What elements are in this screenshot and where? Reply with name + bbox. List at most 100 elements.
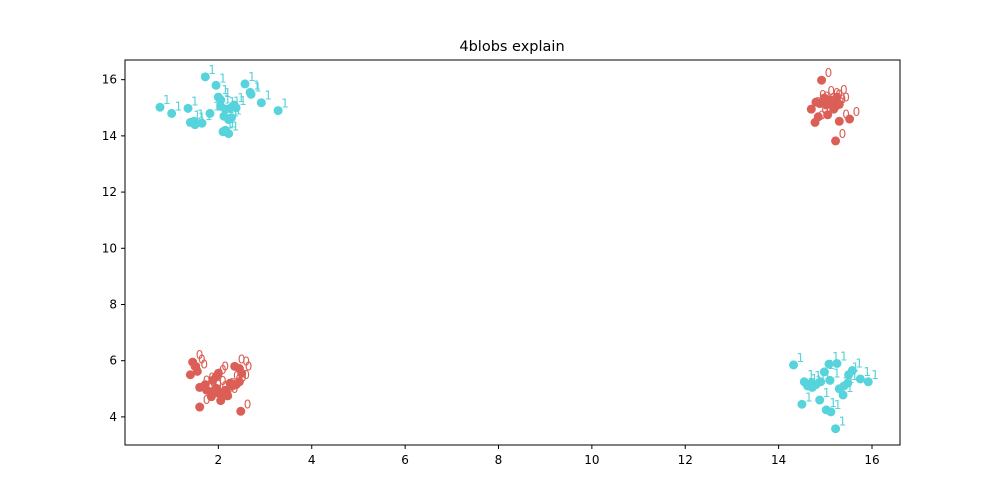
data-point-label: 0 — [219, 374, 227, 388]
data-point — [273, 106, 283, 116]
data-point — [817, 75, 827, 85]
data-point-label: 0 — [839, 92, 847, 106]
data-point-label: 1 — [224, 92, 232, 106]
data-point-label: 1 — [839, 415, 847, 429]
data-point-label: 1 — [840, 350, 848, 364]
data-point-label: 1 — [227, 102, 235, 116]
data-point — [834, 116, 844, 126]
data-point-label: 0 — [842, 90, 850, 104]
data-point-label: 1 — [239, 94, 247, 108]
y-tick-label: 4 — [109, 410, 117, 424]
data-point-label: 0 — [221, 359, 229, 373]
data-point — [220, 104, 230, 114]
data-point — [237, 368, 247, 378]
data-point — [843, 378, 853, 388]
data-point-label: 1 — [193, 108, 201, 122]
data-point — [831, 136, 841, 146]
data-point — [190, 120, 200, 130]
data-point-label: 1 — [264, 89, 272, 103]
data-point — [185, 370, 195, 380]
data-point-label: 1 — [232, 106, 240, 120]
data-point-label: 1 — [253, 78, 261, 92]
data-point — [831, 424, 841, 434]
data-point-label: 0 — [216, 366, 224, 380]
data-point-label: 1 — [871, 368, 879, 382]
data-point-label: 0 — [244, 397, 252, 411]
data-point-label: 1 — [232, 120, 240, 134]
data-point — [823, 110, 833, 120]
data-point — [206, 392, 216, 402]
data-point-label: 1 — [219, 71, 227, 85]
data-point-label: 0 — [239, 371, 247, 385]
data-point-label: 1 — [811, 372, 819, 386]
data-point-label: 1 — [198, 111, 206, 125]
data-point-label: 0 — [233, 369, 241, 383]
data-point-label: 1 — [832, 350, 840, 364]
data-point — [806, 104, 816, 114]
data-point — [827, 97, 837, 107]
data-point-label: 0 — [823, 90, 831, 104]
x-tick-label: 6 — [401, 453, 409, 467]
data-point-label: 0 — [821, 103, 829, 117]
chart-title: 4blobs explain — [459, 39, 564, 55]
data-point-label: 1 — [175, 99, 183, 113]
data-point-label: 1 — [228, 116, 236, 130]
data-point-label: 0 — [245, 359, 253, 373]
data-point-label: 1 — [191, 94, 199, 108]
data-point-label: 0 — [224, 387, 232, 401]
data-point-label: 1 — [197, 107, 205, 121]
data-point — [155, 102, 165, 112]
x-tick-label: 16 — [864, 453, 879, 467]
data-point-label: 1 — [814, 369, 822, 383]
data-point-label: 1 — [847, 372, 855, 386]
data-point-label: 1 — [233, 94, 241, 108]
data-point-label: 0 — [203, 393, 211, 407]
data-point-label: 1 — [819, 371, 827, 385]
data-point — [815, 395, 825, 405]
data-point-label: 1 — [228, 95, 236, 109]
data-point — [256, 98, 266, 108]
data-point — [816, 377, 826, 387]
y-tick-label: 14 — [102, 129, 117, 143]
data-point-label: 0 — [238, 352, 246, 366]
data-point-label: 0 — [203, 373, 211, 387]
x-tick-label: 4 — [308, 453, 316, 467]
data-point-label: 1 — [863, 365, 871, 379]
data-point-label: 0 — [842, 107, 850, 121]
data-point — [211, 383, 221, 393]
data-point-label: 1 — [281, 97, 289, 111]
data-point-label: 0 — [219, 363, 227, 377]
data-point-label: 1 — [823, 386, 831, 400]
x-tick-label: 2 — [215, 453, 223, 467]
data-point-label: 0 — [198, 352, 206, 366]
data-point-label: 1 — [208, 63, 216, 77]
data-point-label: 0 — [242, 355, 250, 369]
data-point-label: 1 — [824, 368, 832, 382]
data-point — [246, 89, 256, 99]
data-point-label: 1 — [797, 351, 805, 365]
data-point-label: 1 — [807, 368, 815, 382]
data-point-label: 0 — [242, 368, 250, 382]
data-point — [240, 79, 250, 89]
data-point-label: 0 — [200, 357, 208, 371]
data-point-label: 1 — [851, 369, 859, 383]
data-point-label: 1 — [254, 80, 262, 94]
data-point — [236, 406, 246, 416]
data-point — [200, 72, 210, 82]
data-point-label: 0 — [825, 66, 833, 80]
data-point — [208, 375, 218, 385]
data-point — [197, 118, 207, 128]
data-point-label: 1 — [827, 358, 835, 372]
data-point — [811, 97, 821, 107]
plot-frame — [124, 59, 901, 446]
data-point-label: 0 — [853, 105, 861, 119]
data-point-label: 0 — [819, 88, 827, 102]
y-tick-label: 6 — [109, 354, 117, 368]
y-tick-label: 10 — [102, 241, 117, 255]
data-point-label: 1 — [852, 361, 860, 375]
data-point-label: 1 — [834, 398, 842, 412]
data-point — [797, 399, 807, 409]
data-point-label: 1 — [237, 91, 245, 105]
